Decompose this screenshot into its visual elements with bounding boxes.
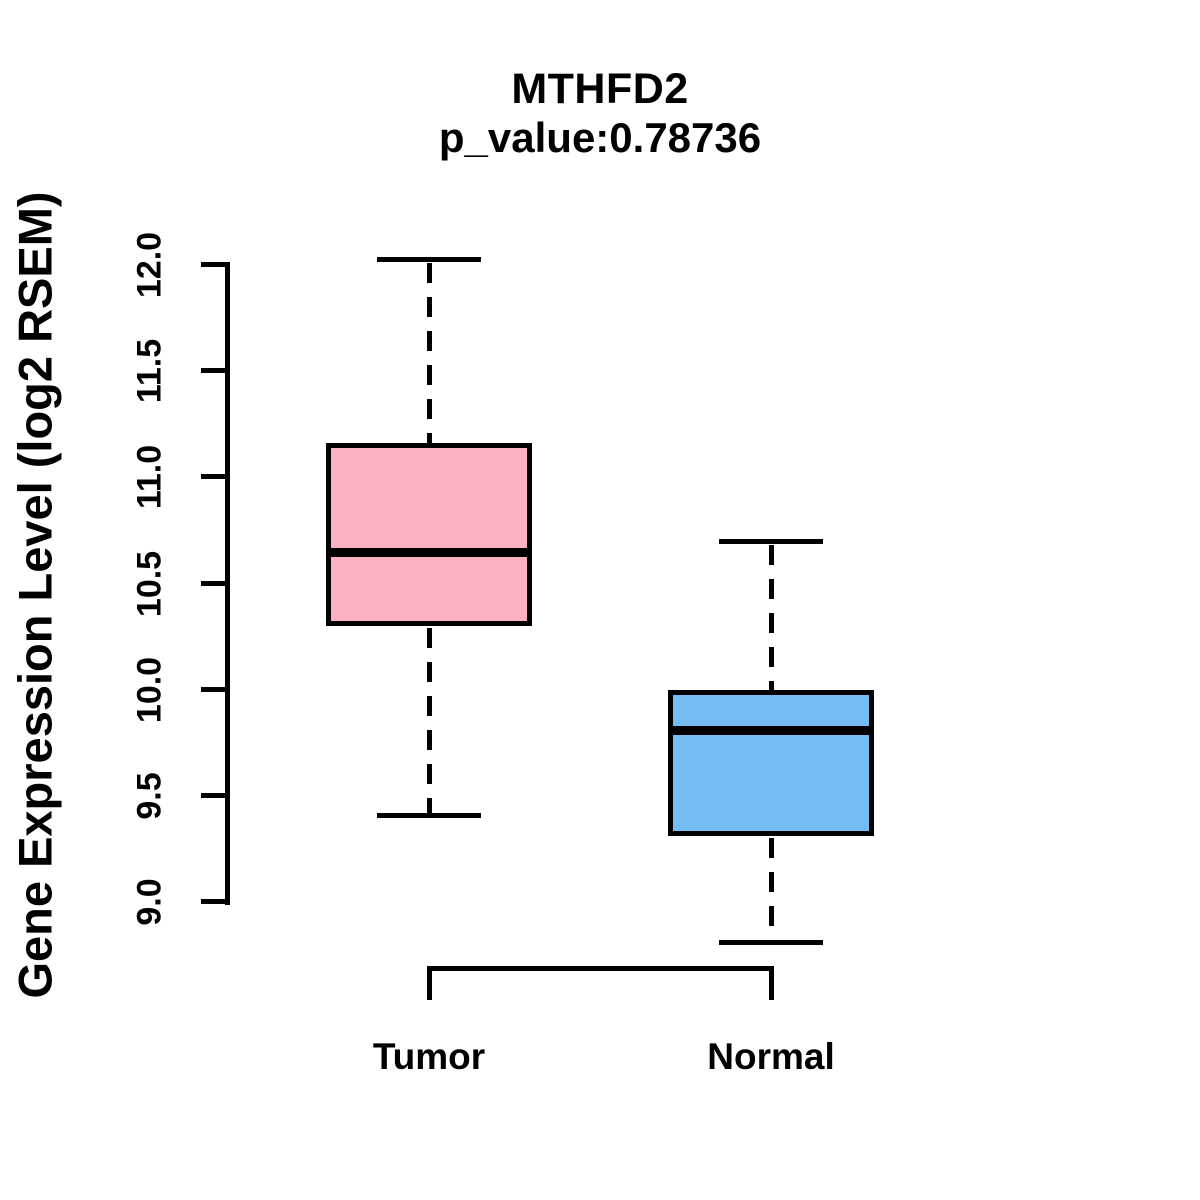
y-axis-tick (201, 262, 229, 267)
y-axis-tick (201, 687, 229, 692)
y-axis-tick (201, 581, 229, 586)
y-axis-tick-label: 12.0 (130, 231, 169, 299)
x-axis-tick-left (427, 966, 432, 1000)
median-line (668, 726, 874, 735)
y-axis-tick-label: 9.0 (130, 878, 169, 926)
upper-whisker-cap (719, 539, 823, 544)
y-axis-tick (201, 474, 229, 479)
box-normal (668, 690, 874, 836)
upper-whisker-cap (377, 257, 481, 262)
lower-whisker (769, 838, 774, 940)
upper-whisker (769, 545, 774, 690)
y-axis-tick-label: 11.0 (130, 444, 169, 510)
chart-title: MTHFD2 (511, 65, 689, 113)
lower-whisker-cap (719, 940, 823, 945)
x-axis-tick-right (769, 966, 774, 1000)
y-axis-tick-label: 9.5 (130, 772, 169, 820)
y-axis-tick (201, 899, 229, 904)
lower-whisker-cap (377, 813, 481, 818)
chart-subtitle: p_value:0.78736 (438, 114, 762, 161)
y-axis-label: Gene Expression Level (log2 RSEM) (8, 191, 62, 999)
upper-whisker (427, 263, 432, 443)
y-axis-tick-label: 10.5 (130, 550, 169, 618)
median-line (326, 548, 532, 557)
y-axis-tick-label: 11.5 (130, 338, 169, 404)
category-label-normal: Normal (707, 1036, 835, 1077)
box-tumor (326, 443, 532, 626)
x-axis-line (429, 966, 774, 971)
y-axis-tick (201, 793, 229, 798)
y-axis-tick-label: 10.0 (130, 656, 169, 724)
y-axis-tick (201, 368, 229, 373)
lower-whisker (427, 628, 432, 813)
category-label-tumor: Tumor (372, 1036, 486, 1077)
